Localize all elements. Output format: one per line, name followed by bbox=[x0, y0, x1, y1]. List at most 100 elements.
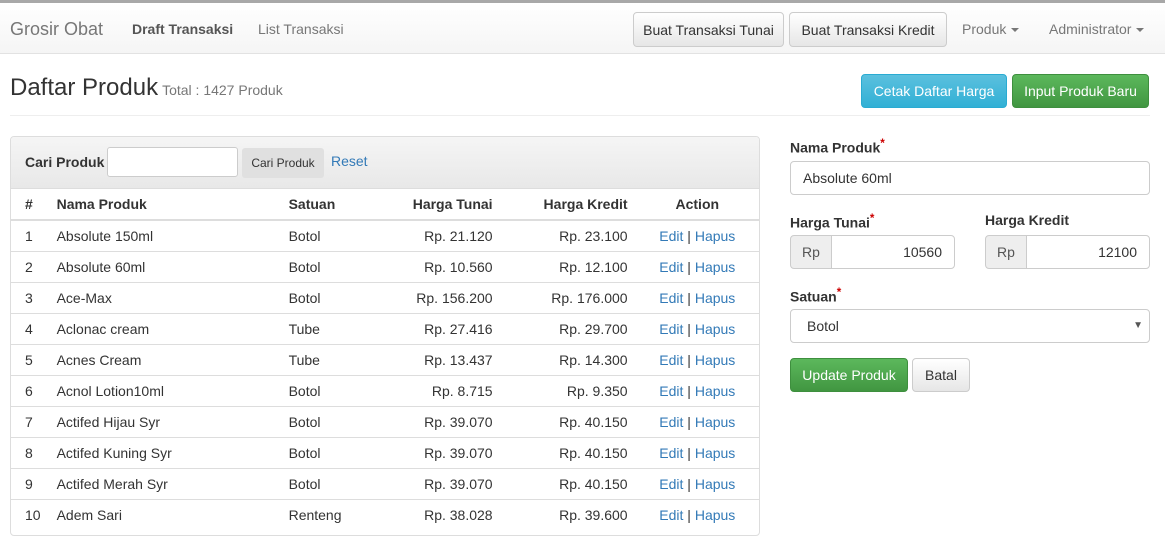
nama-produk: Actifed Hijau Syr bbox=[48, 405, 281, 437]
action-cell: Edit | Hapus bbox=[635, 405, 759, 437]
col-action: Action bbox=[635, 189, 759, 221]
separator: | bbox=[687, 351, 691, 368]
row-number: 1 bbox=[11, 219, 49, 251]
harga-tunai: Rp. 27.416 bbox=[370, 312, 501, 344]
hapus-link[interactable]: Hapus bbox=[694, 413, 736, 430]
nav-list-transaksi[interactable]: List Transaksi bbox=[258, 21, 344, 37]
edit-link[interactable]: Edit bbox=[659, 475, 684, 492]
satuan: Tube bbox=[280, 312, 371, 344]
administrator-dropdown[interactable]: Administrator bbox=[1049, 21, 1145, 37]
harga-tunai: Rp. 38.028 bbox=[370, 498, 501, 530]
col-number: # bbox=[11, 189, 49, 221]
edit-link[interactable]: Edit bbox=[659, 320, 684, 337]
buat-transaksi-tunai-button[interactable]: Buat Transaksi Tunai bbox=[633, 12, 784, 47]
satuan: Botol bbox=[280, 436, 371, 468]
hapus-link[interactable]: Hapus bbox=[694, 227, 736, 244]
harga-tunai-input[interactable]: 10560 bbox=[831, 235, 955, 269]
update-produk-button[interactable]: Update Produk bbox=[790, 358, 908, 392]
hapus-link[interactable]: Hapus bbox=[694, 382, 736, 399]
table-row: 8 Actifed Kuning Syr Botol Rp. 39.070 Rp. 40… bbox=[11, 436, 759, 468]
edit-link[interactable]: Edit bbox=[659, 444, 684, 461]
edit-link[interactable]: Edit bbox=[659, 506, 684, 523]
row-number: 7 bbox=[11, 405, 49, 437]
table-row: 1 Absolute 150ml Botol Rp. 21.120 Rp. 23.100… bbox=[11, 219, 759, 251]
buat-transaksi-kredit-button[interactable]: Buat Transaksi Kredit bbox=[789, 12, 947, 47]
nama-produk: Acnol Lotion10ml bbox=[48, 374, 281, 406]
harga-kredit: Rp. 29.700 bbox=[500, 312, 636, 344]
edit-link[interactable]: Edit bbox=[659, 351, 684, 368]
harga-tunai-label: Harga Tunai* bbox=[790, 212, 875, 231]
nav-draft-transaksi[interactable]: Draft Transaksi bbox=[132, 21, 234, 37]
nama-produk: Actifed Merah Syr bbox=[48, 467, 281, 499]
harga-tunai: Rp. 39.070 bbox=[370, 405, 501, 437]
row-number: 8 bbox=[11, 436, 49, 468]
edit-link[interactable]: Edit bbox=[659, 289, 684, 306]
edit-link[interactable]: Edit bbox=[659, 413, 684, 430]
satuan: Renteng bbox=[280, 498, 371, 530]
hapus-link[interactable]: Hapus bbox=[694, 475, 736, 492]
input-produk-baru-button[interactable]: Input Produk Baru bbox=[1012, 74, 1149, 108]
harga-kredit: Rp. 176.000 bbox=[500, 281, 636, 313]
separator: | bbox=[687, 227, 691, 244]
product-table: # Nama Produk Satuan Harga Tunai Harga K… bbox=[11, 189, 759, 530]
produk-label: Produk bbox=[962, 21, 1007, 37]
col-harga-kredit: Harga Kredit bbox=[500, 189, 636, 221]
satuan: Botol bbox=[280, 281, 371, 313]
batal-button[interactable]: Batal bbox=[912, 358, 970, 392]
search-label: Cari Produk bbox=[25, 154, 105, 170]
hapus-link[interactable]: Hapus bbox=[694, 444, 736, 461]
table-row: 7 Actifed Hijau Syr Botol Rp. 39.070 Rp. 40.… bbox=[11, 405, 759, 437]
search-button[interactable]: Cari Produk bbox=[242, 148, 324, 178]
search-input[interactable] bbox=[107, 147, 238, 177]
dropdown-arrow-icon: ▼ bbox=[1133, 320, 1143, 331]
page-title: Daftar Produk Total : 1427 Produk bbox=[10, 74, 283, 102]
row-number: 9 bbox=[11, 467, 49, 499]
separator: | bbox=[687, 320, 691, 337]
action-cell: Edit | Hapus bbox=[635, 436, 759, 468]
brand[interactable]: Grosir Obat bbox=[10, 19, 104, 39]
harga-kredit: Rp. 40.150 bbox=[500, 467, 636, 499]
harga-kredit: Rp. 12.100 bbox=[500, 250, 636, 282]
harga-kredit: Rp. 14.300 bbox=[500, 343, 636, 375]
harga-kredit-input[interactable]: 12100 bbox=[1026, 235, 1150, 269]
row-number: 3 bbox=[11, 281, 49, 313]
satuan: Tube bbox=[280, 343, 371, 375]
satuan: Botol bbox=[280, 374, 371, 406]
edit-link[interactable]: Edit bbox=[659, 227, 684, 244]
reset-link[interactable]: Reset bbox=[331, 153, 368, 169]
col-harga-tunai: Harga Tunai bbox=[370, 189, 501, 221]
table-row: 9 Actifed Merah Syr Botol Rp. 39.070 Rp. 40.… bbox=[11, 467, 759, 499]
harga-kredit: Rp. 9.350 bbox=[500, 374, 636, 406]
caret-down-icon bbox=[1136, 28, 1145, 33]
harga-tunai: Rp. 13.437 bbox=[370, 343, 501, 375]
harga-tunai: Rp. 39.070 bbox=[370, 467, 501, 499]
hapus-link[interactable]: Hapus bbox=[694, 351, 736, 368]
search-bar: Cari Produk Cari Produk Reset bbox=[11, 137, 759, 189]
satuan-select[interactable]: Botol ▼ bbox=[790, 309, 1150, 343]
harga-tunai: Rp. 10.560 bbox=[370, 250, 501, 282]
separator: | bbox=[687, 506, 691, 523]
action-cell: Edit | Hapus bbox=[635, 343, 759, 375]
nama-produk: Adem Sari bbox=[48, 498, 281, 530]
table-row: 10 Adem Sari Renteng Rp. 38.028 Rp. 39.600 Ed… bbox=[11, 498, 759, 530]
hapus-link[interactable]: Hapus bbox=[694, 289, 736, 306]
currency-addon: Rp bbox=[985, 235, 1027, 269]
edit-link[interactable]: Edit bbox=[659, 258, 684, 275]
edit-link[interactable]: Edit bbox=[659, 382, 684, 399]
row-number: 5 bbox=[11, 343, 49, 375]
separator: | bbox=[687, 258, 691, 275]
hapus-link[interactable]: Hapus bbox=[694, 506, 736, 523]
action-cell: Edit | Hapus bbox=[635, 281, 759, 313]
hapus-link[interactable]: Hapus bbox=[694, 258, 736, 275]
action-cell: Edit | Hapus bbox=[635, 219, 759, 251]
nama-produk: Aclonac cream bbox=[48, 312, 281, 344]
satuan: Botol bbox=[280, 467, 371, 499]
nama-produk-input[interactable]: Absolute 60ml bbox=[790, 161, 1150, 195]
separator: | bbox=[687, 289, 691, 306]
hapus-link[interactable]: Hapus bbox=[694, 320, 736, 337]
cetak-daftar-harga-button[interactable]: Cetak Daftar Harga bbox=[861, 74, 1007, 108]
product-table-panel: Cari Produk Cari Produk Reset # Nama Pro… bbox=[10, 136, 760, 536]
table-row: 5 Acnes Cream Tube Rp. 13.437 Rp. 14.300 Edit… bbox=[11, 343, 759, 375]
harga-kredit: Rp. 40.150 bbox=[500, 405, 636, 437]
produk-dropdown[interactable]: Produk bbox=[962, 21, 1020, 37]
